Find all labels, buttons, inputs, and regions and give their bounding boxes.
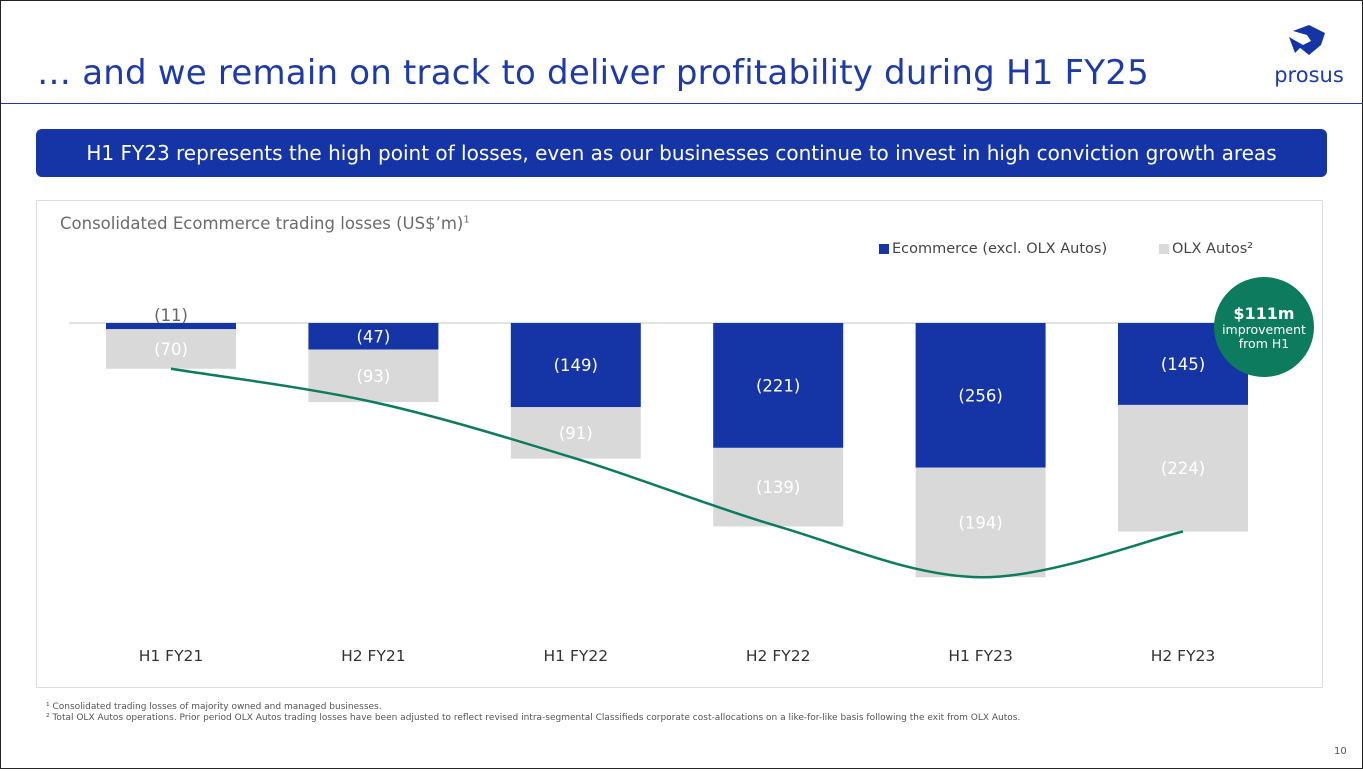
legend-swatch-ecommerce xyxy=(879,244,889,254)
legend-item-ecommerce: Ecommerce (excl. OLX Autos) xyxy=(879,241,1107,257)
data-label-ecommerce: (149) xyxy=(554,356,598,375)
data-label-ecommerce: (221) xyxy=(756,376,800,395)
chart-title: Consolidated Ecommerce trading losses (U… xyxy=(60,214,470,233)
data-label-ecommerce: (11) xyxy=(154,306,188,325)
data-label-olx-autos: (224) xyxy=(1161,459,1205,478)
callout-line-1: improvement xyxy=(1222,321,1306,337)
data-label-olx-autos: (194) xyxy=(958,513,1002,532)
legend-item-olx-autos: OLX Autos² xyxy=(1159,241,1253,257)
prosus-logo: prosus xyxy=(1269,23,1349,95)
logo-text: prosus xyxy=(1274,63,1344,87)
data-label-olx-autos: (91) xyxy=(559,424,593,443)
category-label: H2 FY23 xyxy=(1151,647,1216,665)
total-losses-trend-line xyxy=(170,367,1184,579)
title-divider xyxy=(1,103,1362,104)
bar-ecommerce xyxy=(510,323,641,408)
callout-line-2: from H1 xyxy=(1238,335,1290,351)
footnote-1: ¹ Consolidated trading losses of majorit… xyxy=(46,702,382,712)
category-label: H2 FY22 xyxy=(746,647,811,665)
bar-ecommerce xyxy=(308,323,439,350)
data-label-ecommerce: (145) xyxy=(1161,355,1205,374)
callout-value: $111m xyxy=(1233,303,1295,323)
data-label-olx-autos: (139) xyxy=(756,478,800,497)
bar-ecommerce xyxy=(915,323,1046,468)
data-label-olx-autos: (93) xyxy=(356,367,390,386)
data-label-ecommerce: (47) xyxy=(356,327,390,346)
page-title: … and we remain on track to deliver prof… xyxy=(37,53,1149,93)
data-label-ecommerce: (256) xyxy=(958,386,1002,405)
footnote-2: ² Total OLX Autos operations. Prior peri… xyxy=(46,713,1021,723)
legend-swatch-olx-autos xyxy=(1159,244,1169,254)
category-label: H1 FY21 xyxy=(139,647,204,665)
bar-ecommerce xyxy=(713,323,844,448)
bar-olx-autos xyxy=(510,407,641,459)
legend-label-olx-autos: OLX Autos² xyxy=(1172,241,1254,257)
category-label: H1 FY23 xyxy=(948,647,1013,665)
category-label: H1 FY22 xyxy=(544,647,609,665)
legend-label-ecommerce: Ecommerce (excl. OLX Autos) xyxy=(892,241,1108,257)
data-label-olx-autos: (70) xyxy=(154,340,188,359)
bar-olx-autos xyxy=(106,329,236,369)
headline-banner: H1 FY23 represents the high point of los… xyxy=(36,129,1327,177)
bar-olx-autos xyxy=(915,467,1046,578)
page-number: 10 xyxy=(1334,746,1347,757)
bar-ecommerce xyxy=(106,323,236,330)
improvement-callout: $111m improvement from H1 xyxy=(1214,277,1314,377)
chart-panel xyxy=(36,200,1323,688)
stacked-bar-chart: (11) (70) H1 FY21 (47) (93) H2 FY21 (149) (91) H… xyxy=(69,306,1248,665)
category-label: H2 FY21 xyxy=(341,647,406,665)
prosus-logo-icon xyxy=(1289,25,1325,55)
bar-olx-autos xyxy=(1118,404,1248,532)
